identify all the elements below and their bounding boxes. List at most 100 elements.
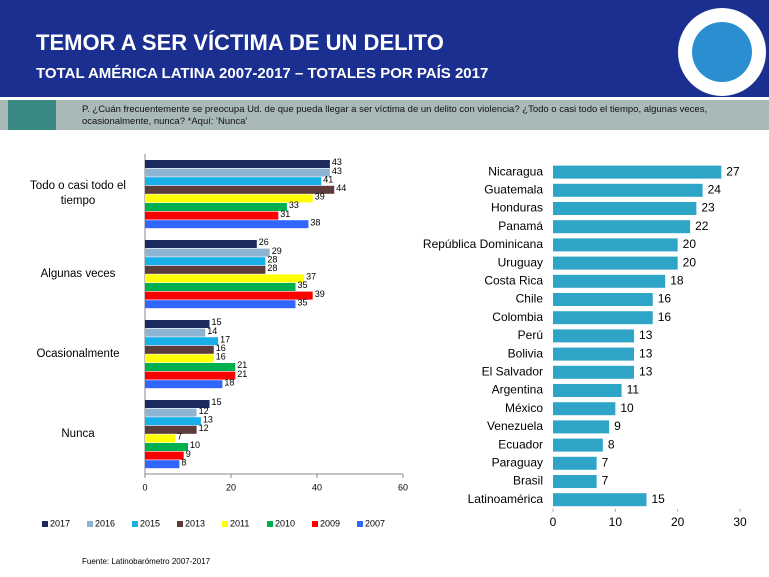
bar [145,185,335,194]
x-tick-label: 0 [550,515,557,529]
bar [145,168,330,177]
bar [145,257,266,266]
legend-label: 2007 [365,518,385,528]
data-label: 9 [186,449,191,459]
bar [145,354,214,363]
bar [145,345,214,354]
bar [553,329,635,343]
bar [145,460,180,469]
data-label: 35 [298,297,308,307]
data-label: 12 [199,423,209,433]
bar [145,265,266,274]
legend-swatch [357,521,363,527]
data-label: 44 [336,183,346,193]
legend-label: 2015 [140,518,160,528]
data-label: 14 [207,326,217,336]
bar [553,293,653,306]
data-label: 15 [652,492,666,506]
bar [553,238,678,252]
category-label: Bolivia [508,346,544,360]
data-label: 16 [216,352,226,362]
category-label: Argentina [492,383,544,397]
bar [145,320,210,328]
bar [145,240,257,248]
bar [145,211,279,220]
bar [553,183,703,197]
bar [553,493,647,507]
legend-swatch [132,521,138,527]
data-label: 15 [212,397,222,407]
x-tick-label: 60 [398,482,408,492]
category-label: Uruguay [498,255,543,269]
category-label: Ocasionalmente [36,347,120,360]
category-label: Panamá [498,219,543,233]
legend-swatch [177,521,183,527]
legend-swatch [222,521,228,527]
data-label: 28 [267,263,277,273]
category-label: Colombia [492,310,543,324]
data-label: 11 [627,383,640,397]
bar [145,451,184,460]
category-label: Venezuela [487,419,543,433]
category-label: Perú [518,328,543,342]
legend-swatch [42,521,48,527]
data-label: 38 [310,217,320,227]
question-band [0,100,769,130]
bar [553,256,678,270]
data-label: 20 [683,255,697,269]
bar [145,203,287,211]
data-label: 13 [639,328,653,342]
data-label: 27 [726,164,740,178]
data-label: 8 [608,437,615,451]
bar [145,220,309,229]
data-label: 24 [708,182,722,196]
bar [145,417,201,426]
bar [145,160,330,168]
question: P. ¿Cuán frecuentemente se preocupa Ud. … [82,104,708,127]
bar [145,434,176,443]
data-label: 13 [639,364,653,378]
bar [145,337,219,346]
legend-label: 2010 [275,518,295,528]
bar [145,291,313,300]
legend-label: 2016 [95,518,115,528]
bar [553,165,722,179]
data-label: 8 [181,457,186,467]
data-label: 7 [602,455,609,469]
category-label: Nunca [61,427,95,440]
category-label: Todo o casi todo el tiempo [30,180,126,208]
legend-label: 2011 [230,518,249,528]
x-tick-label: 0 [142,482,147,492]
category-label: Nicaragua [488,164,543,178]
category-label: Guatemala [484,182,543,196]
header-band [0,0,769,97]
category-label: Brasil [513,474,543,488]
legend-swatch [267,521,273,527]
data-label: 39 [315,289,325,299]
data-label: 43 [332,157,342,167]
bar [145,425,197,434]
data-label: 39 [315,192,325,202]
question-marker [8,100,56,130]
bar [553,456,597,470]
bar [145,274,305,283]
data-label: 35 [298,280,308,290]
category-label: México [505,401,543,415]
bar [553,311,653,325]
data-label: 20 [683,237,697,251]
category-label: Algunas veces [40,267,116,280]
bar [553,402,616,416]
bar [145,177,322,186]
bar [145,194,313,203]
data-label: 12 [199,406,209,416]
data-label: 41 [323,174,333,184]
data-label: 37 [306,272,316,282]
x-tick-label: 40 [312,482,322,492]
legend-label: 2013 [185,518,205,528]
data-label: 18 [224,377,234,387]
data-label: 26 [259,237,269,247]
bar [145,328,206,337]
legend-label: 2009 [320,518,340,528]
